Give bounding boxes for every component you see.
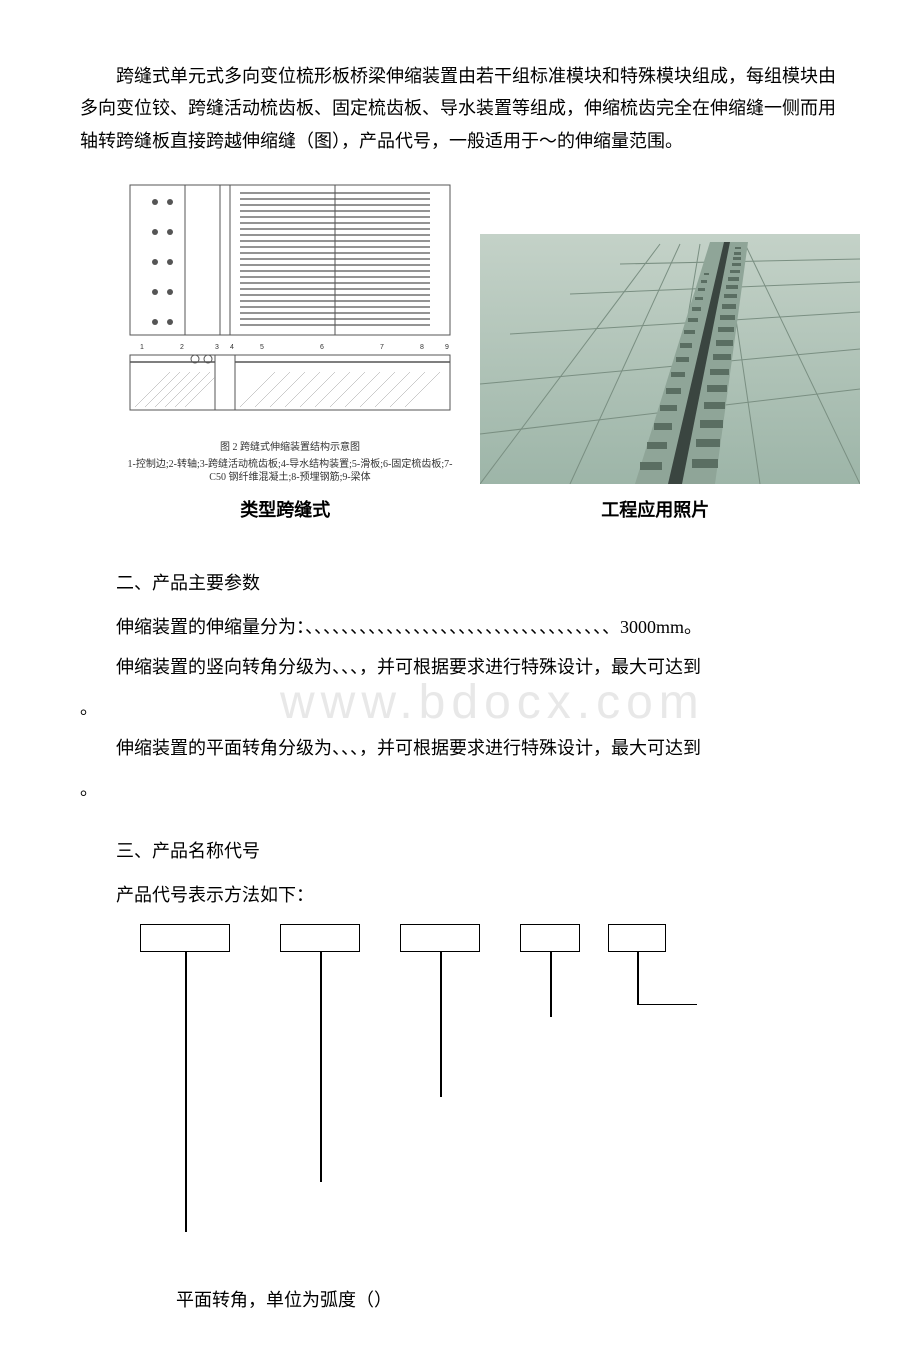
figure-row: 1 2 3 4 5 6 7 8 9 图 2 跨缝式伸缩装置结构示意图 1-控制边;2-转轴;…: [120, 177, 840, 484]
caption-right: 工程应用照片: [471, 494, 840, 526]
svg-text:3: 3: [215, 344, 219, 351]
svg-text:5: 5: [260, 344, 264, 351]
section2-line3: 伸缩装置的平面转角分级为、、、，并可根据要求进行特殊设计，最大可达到: [80, 732, 840, 764]
section2-heading: 二、产品主要参数: [80, 567, 840, 599]
figure-right: [480, 234, 860, 484]
svg-text:4: 4: [230, 344, 234, 351]
section3-heading: 三、产品名称代号: [80, 835, 840, 867]
svg-text:7: 7: [380, 344, 384, 351]
code-line-vertical: [637, 952, 639, 1004]
diagram-svg: 1 2 3 4 5 6 7 8 9: [120, 177, 460, 437]
intro-paragraph: 跨缝式单元式多向变位梳形板桥梁伸缩装置由若干组标准模块和特殊模块组成，每组模块由…: [80, 60, 840, 157]
code-line-vertical: [185, 952, 187, 1232]
diagram-title: 图 2 跨缝式伸缩装置结构示意图: [220, 441, 360, 454]
bottom-label: 平面转角，单位为弧度（）: [140, 1284, 840, 1316]
caption-row: 类型跨缝式 工程应用照片: [120, 494, 840, 526]
section2-line1: 伸缩装置的伸缩量分为：、、、、、、、、、、、、、、、、、、、、、、、、、、、、、…: [80, 611, 840, 643]
code-line-horizontal: [637, 1004, 697, 1006]
code-box: [400, 924, 480, 952]
code-line-vertical: [550, 952, 552, 1017]
caption-left: 类型跨缝式: [120, 494, 451, 526]
svg-text:8: 8: [420, 344, 424, 351]
svg-text:1: 1: [140, 344, 144, 351]
code-box: [608, 924, 666, 952]
svg-text:6: 6: [320, 344, 324, 351]
diagram-legend: 1-控制边;2-转轴;3-跨缝活动梳齿板;4-导水结构装置;5-滑板;6-固定梳…: [120, 458, 460, 484]
code-box: [140, 924, 230, 952]
section2-line3-tail: 。: [80, 773, 840, 805]
svg-text:2: 2: [180, 344, 184, 351]
svg-text:9: 9: [445, 344, 449, 351]
section2-line2-tail: 。: [80, 692, 840, 724]
section3-line1: 产品代号表示方法如下：: [80, 879, 840, 911]
code-box: [280, 924, 360, 952]
code-line-vertical: [440, 952, 442, 1097]
code-line-vertical: [320, 952, 322, 1182]
code-box: [520, 924, 580, 952]
section2-line2: 伸缩装置的竖向转角分级为、、、，并可根据要求进行特殊设计，最大可达到: [80, 651, 840, 683]
photo-svg: [480, 234, 860, 484]
figure-left: 1 2 3 4 5 6 7 8 9 图 2 跨缝式伸缩装置结构示意图 1-控制边;2-转轴;…: [120, 177, 460, 484]
code-diagram: [140, 924, 840, 1284]
